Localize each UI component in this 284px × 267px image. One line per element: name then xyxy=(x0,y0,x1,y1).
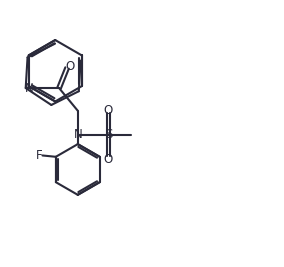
Text: O: O xyxy=(104,153,113,166)
Text: F: F xyxy=(36,149,43,162)
Text: N: N xyxy=(25,81,34,95)
Text: N: N xyxy=(73,128,82,141)
Text: S: S xyxy=(105,128,112,141)
Text: O: O xyxy=(66,60,75,73)
Text: O: O xyxy=(104,104,113,117)
